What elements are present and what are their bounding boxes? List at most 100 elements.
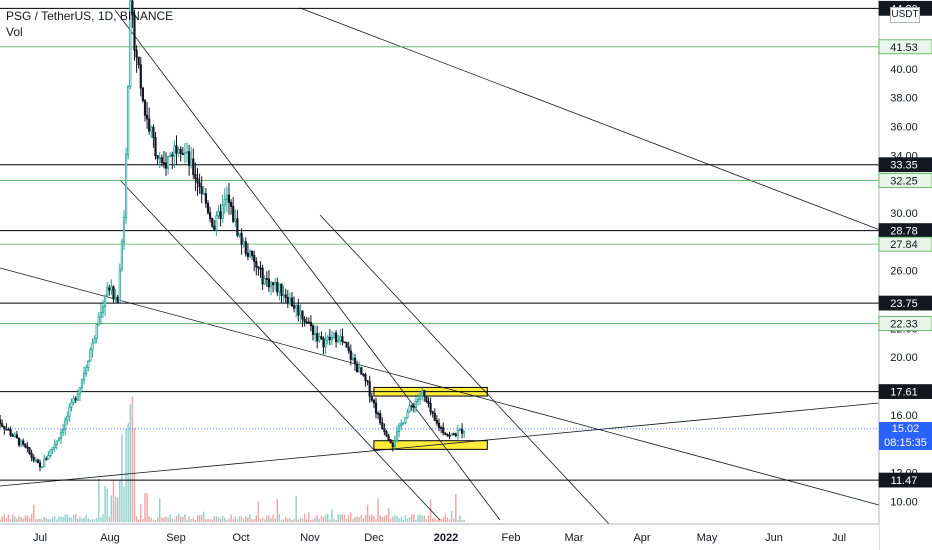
volume-bar xyxy=(156,517,159,522)
candle-body xyxy=(30,452,33,458)
candle-body xyxy=(301,310,304,320)
volume-bar xyxy=(100,517,102,522)
candle-body xyxy=(125,154,128,218)
volume-bar xyxy=(316,515,318,522)
candle-body xyxy=(259,267,262,270)
volume-bar xyxy=(215,516,218,522)
volume-bar xyxy=(196,515,199,522)
volume-bar xyxy=(68,517,71,522)
candle-body xyxy=(68,406,71,417)
candle-body xyxy=(427,401,430,404)
candle-body xyxy=(248,250,252,257)
volume-bar xyxy=(154,519,157,522)
volume-bar xyxy=(45,517,47,522)
volume-bar xyxy=(457,519,459,522)
candle-body xyxy=(183,152,186,155)
volume-bar xyxy=(257,501,260,522)
candle-body xyxy=(408,405,411,413)
volume-bar xyxy=(299,517,302,522)
trendline xyxy=(0,267,880,506)
candle-body xyxy=(349,350,352,360)
candle-body xyxy=(120,241,123,270)
candle-body xyxy=(307,321,310,324)
candle-body xyxy=(460,428,464,434)
volume-bar xyxy=(402,519,404,522)
candle-body xyxy=(276,282,279,293)
volume-bar xyxy=(16,518,18,522)
volume-bar xyxy=(440,518,442,522)
volume-bar xyxy=(159,498,161,522)
candle-body xyxy=(78,387,81,395)
volume-bar xyxy=(194,519,197,522)
volume-bar xyxy=(322,517,325,522)
volume-bar xyxy=(448,519,451,522)
candle-body xyxy=(17,437,21,446)
volume-bar xyxy=(186,519,188,522)
current-price-badge: 15.02 xyxy=(879,421,932,436)
candle-body xyxy=(284,294,287,298)
candle-body xyxy=(295,304,298,309)
candle-body xyxy=(225,194,228,200)
volume-bar xyxy=(41,519,43,522)
candle-body xyxy=(442,427,445,434)
volume-bar xyxy=(43,517,45,522)
volume-bar xyxy=(270,518,272,522)
volume-bar xyxy=(297,519,299,522)
volume-bar xyxy=(369,515,371,522)
candle-body xyxy=(141,87,144,101)
candle-body xyxy=(299,310,302,316)
volume-bar xyxy=(119,479,121,522)
volume-bar xyxy=(217,517,220,522)
volume-bar xyxy=(75,514,77,522)
candle-body xyxy=(192,158,195,175)
candle-body xyxy=(95,324,98,339)
candle-body xyxy=(116,296,119,303)
volume-bar xyxy=(238,516,241,522)
candle-body xyxy=(166,156,170,169)
price-axis: 10.0012.0016.0020.0022.0026.0030.0034.00… xyxy=(878,0,932,550)
volume-bar xyxy=(1,516,3,522)
volume-bar xyxy=(356,516,358,522)
volume-bar xyxy=(224,517,226,522)
volume-bar xyxy=(72,514,75,522)
volume-bar xyxy=(203,511,205,522)
volume-bar xyxy=(375,519,377,522)
volume-bar xyxy=(98,478,100,522)
candle-body xyxy=(303,318,306,323)
candle-body xyxy=(74,398,77,401)
candle-body xyxy=(93,338,96,344)
volume-bar xyxy=(144,493,146,522)
candle-body xyxy=(280,283,283,296)
candle-body xyxy=(80,379,84,389)
candle-body xyxy=(15,434,19,439)
candle-body xyxy=(11,434,14,437)
volume-bar xyxy=(142,519,144,522)
currency-unit-badge[interactable]: USDT xyxy=(890,7,920,23)
time-tick-label: Jul xyxy=(33,532,47,544)
volume-bar xyxy=(455,494,457,522)
candle-body xyxy=(131,0,134,16)
volume-bar xyxy=(432,518,434,522)
volume-bar xyxy=(56,519,58,522)
time-tick-label: 2022 xyxy=(434,532,458,544)
volume-bar xyxy=(102,514,104,522)
volume-bar xyxy=(7,514,10,522)
candle-body xyxy=(246,253,249,257)
volume-bar xyxy=(54,516,56,522)
candle-body xyxy=(433,412,436,421)
volume-bar xyxy=(232,519,234,522)
candle-body xyxy=(253,255,256,262)
volume-bar xyxy=(450,510,453,522)
volume-bar xyxy=(381,517,383,522)
volume-bar xyxy=(161,517,163,522)
candle-body xyxy=(379,413,382,424)
volume-bar xyxy=(379,515,381,522)
candle-body xyxy=(406,411,409,419)
volume-bar xyxy=(303,513,306,522)
volume-bar xyxy=(60,516,62,522)
candle-body xyxy=(385,431,388,437)
volume-bar xyxy=(461,519,463,522)
volume-bar xyxy=(173,519,176,522)
